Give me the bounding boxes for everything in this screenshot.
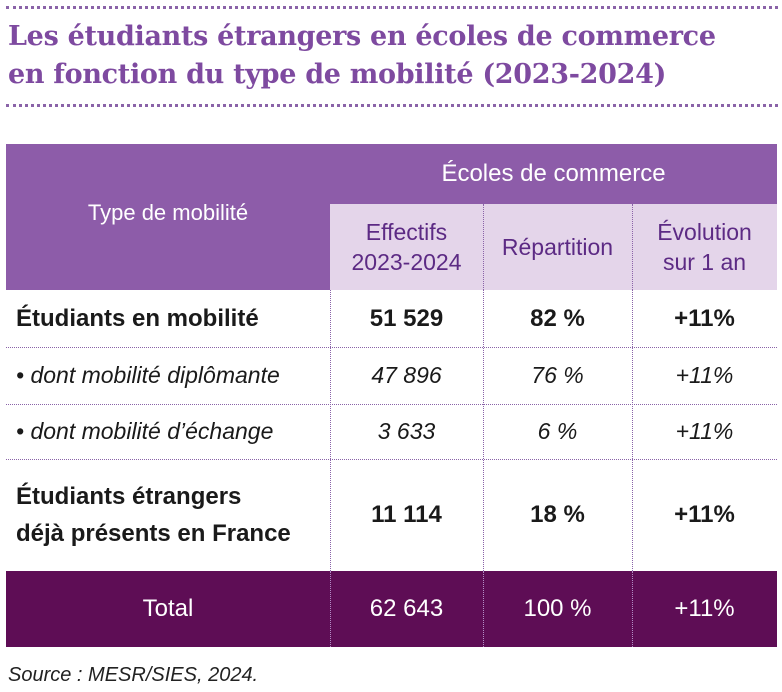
row-effectifs: 51 529 [369,304,444,332]
source-note: Source : MESR/SIES, 2024. [8,664,259,686]
row-evolution: +11% [675,362,734,388]
header-repartition: Répartition [483,204,632,290]
header-evolution: Évolution sur 1 an [632,204,777,290]
row-repartition: 76 % [531,362,584,388]
table-row: Étudiants étrangers déjà présents en Fran… [6,459,777,571]
page-title: Les étudiants étrangers en écoles de com… [8,18,778,94]
row-label: • dont mobilité d’échange [16,418,274,444]
row-evolution: +11% [674,501,735,528]
table-row: • dont mobilité diplômante 47 896 76 % +… [6,347,777,404]
title-line-1: Les étudiants étrangers en écoles de com… [8,21,716,52]
row-repartition: 6 % [537,418,578,444]
header-separator [632,204,633,290]
header-effectifs-line1: Effectifs [365,219,448,245]
header-ecoles-de-commerce: Écoles de commerce [330,144,777,204]
total-repartition: 100 % [523,595,592,622]
title-line-2: en fonction du type de mobilité (2023-20… [8,59,667,90]
header-type-mobilite: Type de mobilité [6,144,330,290]
row-label: Étudiants en mobilité [16,304,259,332]
row-evolution: +11% [674,304,735,332]
row-effectifs: 47 896 [371,362,442,388]
top-dotted-rule [6,6,778,9]
row-label-line2: déjà présents en France [16,520,291,547]
row-separator [6,459,777,460]
table-row: • dont mobilité d’échange 3 633 6 % +11% [6,404,777,459]
total-label: Total [142,595,194,622]
row-label-line1: Étudiants étrangers [16,483,242,510]
column-separator [330,290,331,571]
row-label: • dont mobilité diplômante [16,362,280,388]
header-evolution-line1: Évolution [657,219,752,245]
row-repartition: 18 % [530,501,585,528]
row-separator [6,347,777,348]
row-evolution: +11% [675,418,734,444]
title-dotted-rule [6,104,778,107]
row-effectifs: 11 114 [371,501,442,528]
row-repartition: 82 % [530,304,585,332]
row-separator [6,404,777,405]
table-row: Étudiants en mobilité 51 529 82 % +11% [6,290,777,347]
header-separator [483,204,484,290]
total-separator [483,571,484,647]
total-evolution: +11% [674,595,735,622]
total-separator [632,571,633,647]
total-row: Total 62 643 100 % +11% [6,571,777,647]
header-effectifs-line2: 2023-2024 [351,249,462,275]
total-effectifs: 62 643 [369,595,444,622]
column-separator [632,290,633,571]
header-evolution-line2: sur 1 an [662,249,747,275]
total-separator [330,571,331,647]
column-separator [483,290,484,571]
header-effectifs: Effectifs 2023-2024 [330,204,483,290]
row-effectifs: 3 633 [377,418,436,444]
row-label: Étudiants étrangers déjà présents en Fran… [16,459,326,571]
